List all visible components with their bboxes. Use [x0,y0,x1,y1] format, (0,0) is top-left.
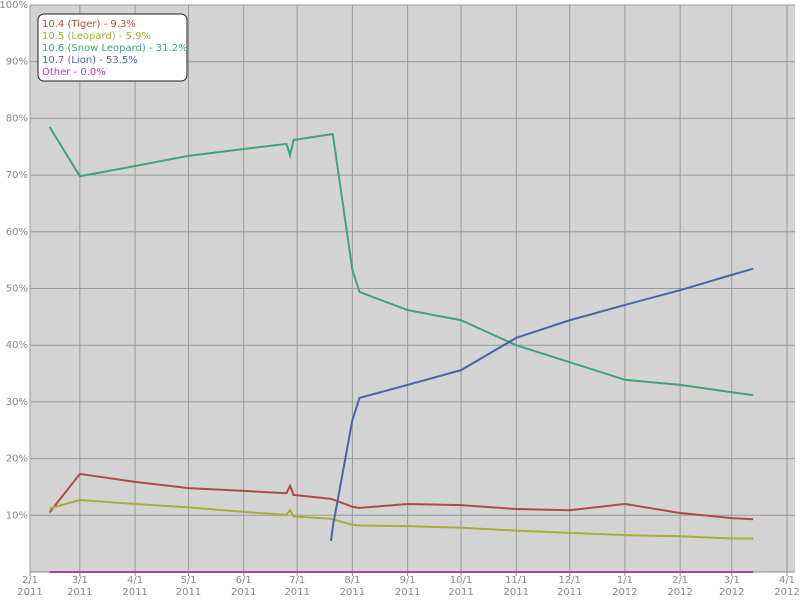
x-tick-label: 9/1 2011 [394,575,421,598]
y-tick-label: 30% [6,397,28,408]
y-tick-label: 70% [6,170,28,181]
x-tick-label: 10/1 2011 [448,575,474,598]
legend-entry: 10.5 (Leopard) - 5.9% [42,31,151,42]
series-line [48,472,754,521]
x-tick-label: 2/1 2011 [17,575,43,598]
legend-entry: 10.7 (Lion) - 53.5% [42,55,138,66]
x-tick-label: 7/1 2011 [284,575,310,598]
x-tick-label: 4/1 2011 [122,575,148,598]
x-tick-label: 12/1 2011 [556,575,583,598]
y-tick-label: 60% [6,227,28,238]
legend-box [37,13,188,82]
y-tick-label: 40% [6,340,28,351]
x-tick-label: 4/1 2012 [774,575,800,598]
x-tick-label: 2/1 2012 [667,575,693,598]
x-tick-label: 3/1 2011 [67,575,93,598]
y-tick-label: 90% [6,57,28,68]
series-line [49,498,754,540]
series-line [48,126,754,397]
y-tick-label: 100% [0,0,28,11]
y-tick-label: 80% [6,113,28,124]
x-tick-label: 11/1 2011 [503,575,529,598]
legend-entry: 10.4 (Tiger) - 9.3% [42,19,136,30]
legend-entry: 10.6 (Snow Leopard) - 31.2% [42,43,188,54]
x-tick-label: 3/1 2012 [719,575,745,598]
y-tick-label: 20% [6,454,28,465]
y-tick-label: 50% [6,284,28,295]
x-tick-label: 8/1 2011 [339,575,366,598]
x-tick-label: 5/1 2011 [175,575,202,598]
legend-entry: Other - 0.0% [42,67,106,78]
y-tick-label: 10% [6,510,28,521]
series-line [330,267,754,541]
x-tick-label: 1/1 2012 [612,575,638,598]
x-tick-label: 6/1 2011 [231,575,257,598]
